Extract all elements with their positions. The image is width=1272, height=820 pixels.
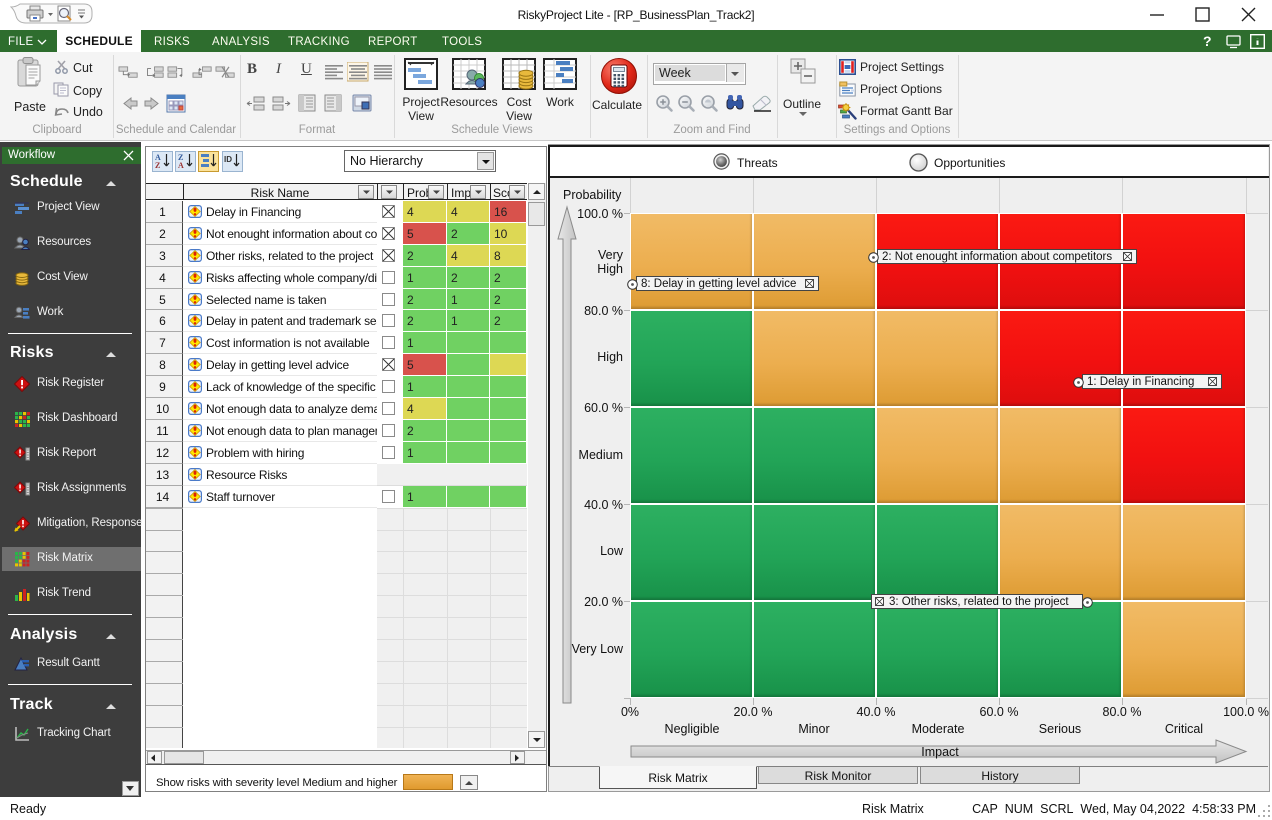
svg-text:A: A [155,153,161,162]
svg-text:Z: Z [178,153,183,162]
svg-text:A: A [178,161,184,170]
svg-text:ID: ID [224,155,232,164]
svg-text:Z: Z [155,161,160,170]
